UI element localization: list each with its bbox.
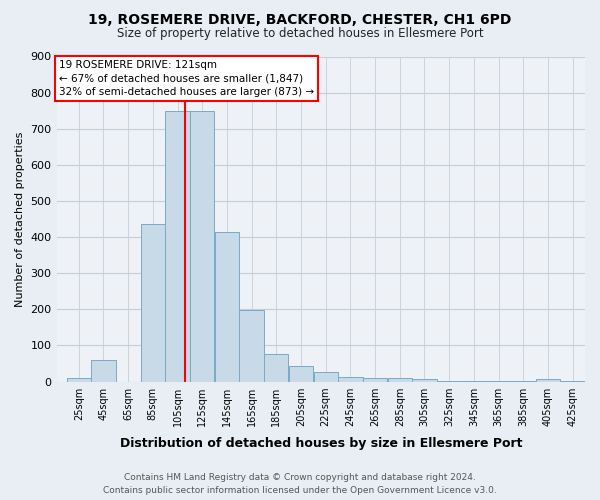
Bar <box>140 224 165 382</box>
Text: 19 ROSEMERE DRIVE: 121sqm
← 67% of detached houses are smaller (1,847)
32% of se: 19 ROSEMERE DRIVE: 121sqm ← 67% of detac… <box>59 60 314 96</box>
Bar <box>239 310 264 382</box>
X-axis label: Distribution of detached houses by size in Ellesmere Port: Distribution of detached houses by size … <box>119 437 522 450</box>
Bar <box>215 232 239 382</box>
Bar <box>289 366 313 382</box>
Bar <box>437 381 461 382</box>
Text: Contains HM Land Registry data © Crown copyright and database right 2024.
Contai: Contains HM Land Registry data © Crown c… <box>103 474 497 495</box>
Text: 19, ROSEMERE DRIVE, BACKFORD, CHESTER, CH1 6PD: 19, ROSEMERE DRIVE, BACKFORD, CHESTER, C… <box>88 12 512 26</box>
Bar <box>91 360 116 382</box>
Bar <box>166 110 190 382</box>
Bar <box>314 372 338 382</box>
Bar <box>412 379 437 382</box>
Bar <box>536 379 560 382</box>
Bar <box>388 378 412 382</box>
Text: Size of property relative to detached houses in Ellesmere Port: Size of property relative to detached ho… <box>116 28 484 40</box>
Bar <box>363 378 387 382</box>
Y-axis label: Number of detached properties: Number of detached properties <box>15 132 25 306</box>
Bar <box>190 110 214 382</box>
Bar <box>338 377 362 382</box>
Bar <box>67 378 91 382</box>
Bar <box>264 354 289 382</box>
